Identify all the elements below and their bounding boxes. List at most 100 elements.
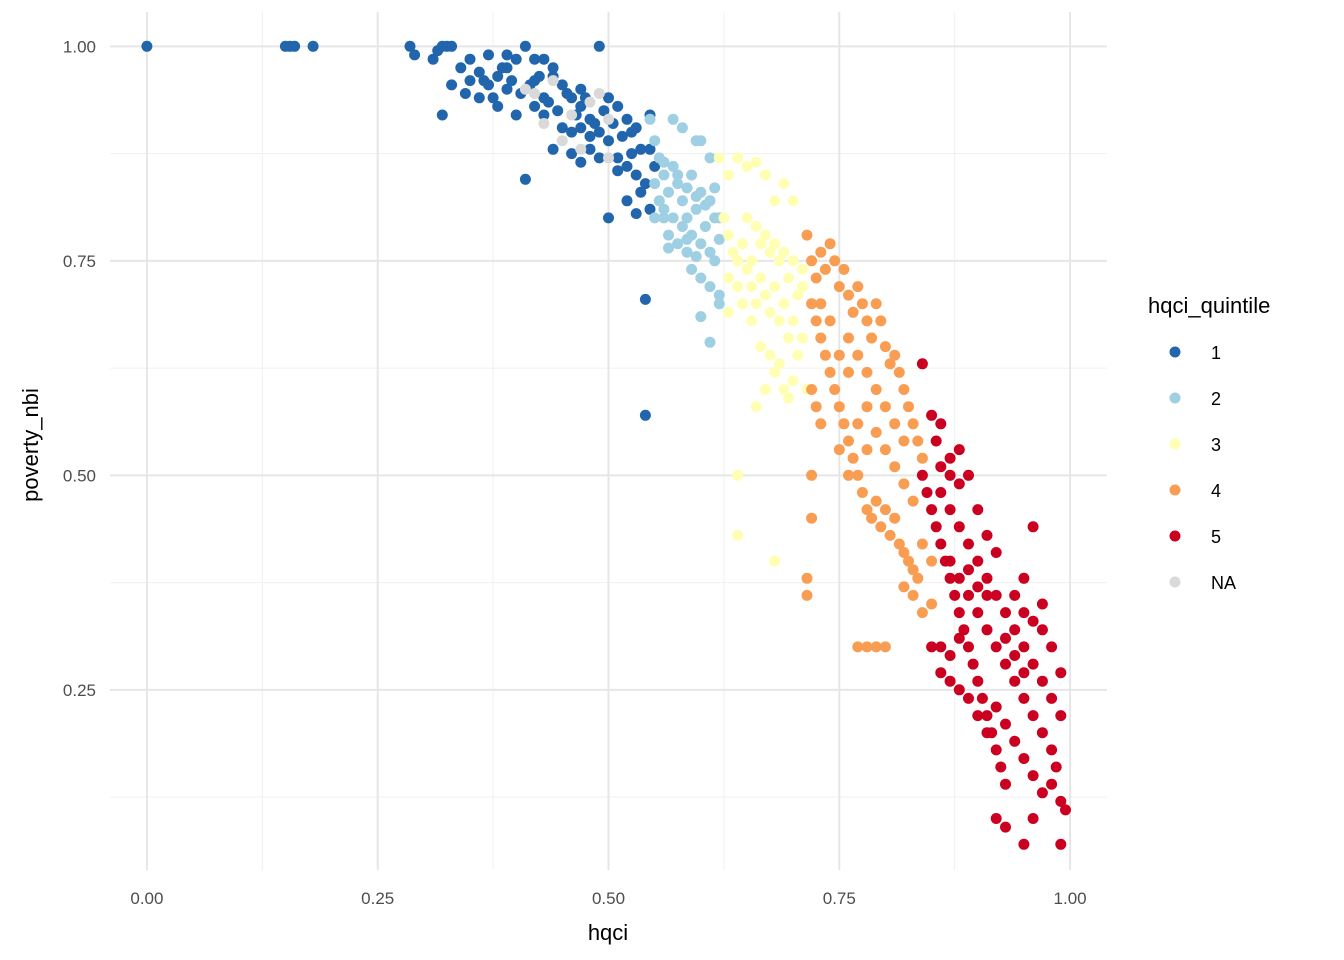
data-point-q1 <box>635 143 647 155</box>
data-point-q3 <box>759 384 771 395</box>
data-point-q5 <box>1018 753 1030 764</box>
data-point-qna <box>529 88 541 99</box>
y-tick-label: 1.00 <box>63 37 96 56</box>
data-point-q2 <box>663 242 674 254</box>
data-point-q5 <box>990 813 1002 824</box>
data-point-q1 <box>552 105 564 117</box>
data-point-q4 <box>806 255 818 267</box>
data-point-q4 <box>806 384 818 395</box>
data-point-q4 <box>847 306 859 318</box>
data-point-q1 <box>575 100 587 112</box>
data-point-q1 <box>593 126 605 138</box>
data-point-q3 <box>792 349 804 361</box>
data-point-q4 <box>815 332 827 344</box>
data-point-q2 <box>699 199 711 211</box>
data-point-q1 <box>630 122 642 134</box>
data-point-q4 <box>879 641 891 653</box>
data-point-q1 <box>510 53 522 65</box>
data-point-q5 <box>935 461 947 473</box>
data-point-q5 <box>1009 624 1021 636</box>
data-point-q3 <box>759 169 771 181</box>
data-point-q5 <box>1000 607 1011 619</box>
data-point-q5 <box>995 761 1007 773</box>
data-point-q4 <box>893 538 905 550</box>
data-point-q5 <box>926 641 938 653</box>
data-point-q3 <box>750 156 762 168</box>
data-point-q2 <box>667 212 679 224</box>
data-point-q1 <box>626 148 638 160</box>
data-point-q5 <box>1055 838 1067 850</box>
data-point-q2 <box>704 281 716 293</box>
data-point-q1 <box>464 53 476 65</box>
data-point-q4 <box>810 315 822 327</box>
data-point-q3 <box>746 315 758 327</box>
data-point-q3 <box>741 212 753 224</box>
data-point-q4 <box>870 495 882 507</box>
data-point-q4 <box>898 547 910 558</box>
data-point-q5 <box>972 504 984 516</box>
data-point-q5 <box>944 675 956 687</box>
data-point-qna <box>603 152 614 164</box>
data-point-q3 <box>741 160 753 172</box>
data-point-q1 <box>487 92 499 104</box>
data-point-q4 <box>889 418 901 430</box>
data-point-q3 <box>778 384 790 395</box>
data-point-q5 <box>1027 658 1039 670</box>
data-point-q1 <box>603 212 614 224</box>
data-point-q3 <box>769 195 781 207</box>
data-point-q2 <box>690 191 702 202</box>
data-point-q1 <box>612 165 624 177</box>
data-point-q3 <box>727 246 739 258</box>
data-point-q1 <box>427 53 439 65</box>
data-point-q3 <box>792 289 804 301</box>
data-point-q1 <box>501 49 513 61</box>
data-point-q3 <box>773 255 785 267</box>
y-tick-label: 0.25 <box>63 681 96 700</box>
data-point-q5 <box>1036 598 1048 610</box>
data-point-q4 <box>852 641 864 653</box>
legend-label: NA <box>1211 573 1236 593</box>
data-point-q5 <box>963 589 974 601</box>
data-point-q4 <box>852 349 864 361</box>
data-point-q4 <box>916 538 928 550</box>
data-point-q4 <box>898 581 910 593</box>
data-point-q1 <box>593 40 605 52</box>
data-point-q5 <box>1009 735 1021 747</box>
data-point-q1 <box>639 293 651 305</box>
data-point-q5 <box>944 572 956 584</box>
data-point-q4 <box>926 598 938 610</box>
data-point-q3 <box>732 529 744 541</box>
legend-label: 4 <box>1211 481 1221 501</box>
x-tick-label: 1.00 <box>1054 889 1087 908</box>
data-point-q4 <box>889 461 901 473</box>
data-point-q5 <box>967 658 979 670</box>
data-point-q2 <box>676 221 688 232</box>
data-point-q4 <box>824 315 836 327</box>
data-point-q4 <box>801 589 813 601</box>
data-point-q1 <box>639 178 651 190</box>
data-point-q4 <box>815 298 827 310</box>
data-point-q3 <box>723 306 734 318</box>
data-point-q4 <box>843 469 854 481</box>
x-tick-label: 0.00 <box>130 889 163 908</box>
data-point-q3 <box>796 263 808 275</box>
data-point-q2 <box>663 186 674 198</box>
data-point-q5 <box>953 632 965 644</box>
data-point-q1 <box>635 186 647 198</box>
data-point-q5 <box>953 444 965 456</box>
data-point-q4 <box>879 341 891 353</box>
data-point-q3 <box>787 375 799 387</box>
data-point-q5 <box>935 641 947 653</box>
data-point-qna <box>593 88 605 99</box>
data-point-q5 <box>1060 804 1071 816</box>
data-point-q2 <box>713 289 725 301</box>
data-point-q3 <box>783 392 794 404</box>
data-point-q1 <box>141 40 153 52</box>
data-point-q4 <box>801 572 813 584</box>
data-point-q3 <box>769 555 781 567</box>
x-tick-labels: 0.00 0.25 0.50 0.75 1.00 <box>130 889 1086 908</box>
data-point-q1 <box>459 88 471 99</box>
data-point-q1 <box>612 152 624 164</box>
data-point-q2 <box>699 221 711 232</box>
data-point-q5 <box>1027 770 1039 782</box>
